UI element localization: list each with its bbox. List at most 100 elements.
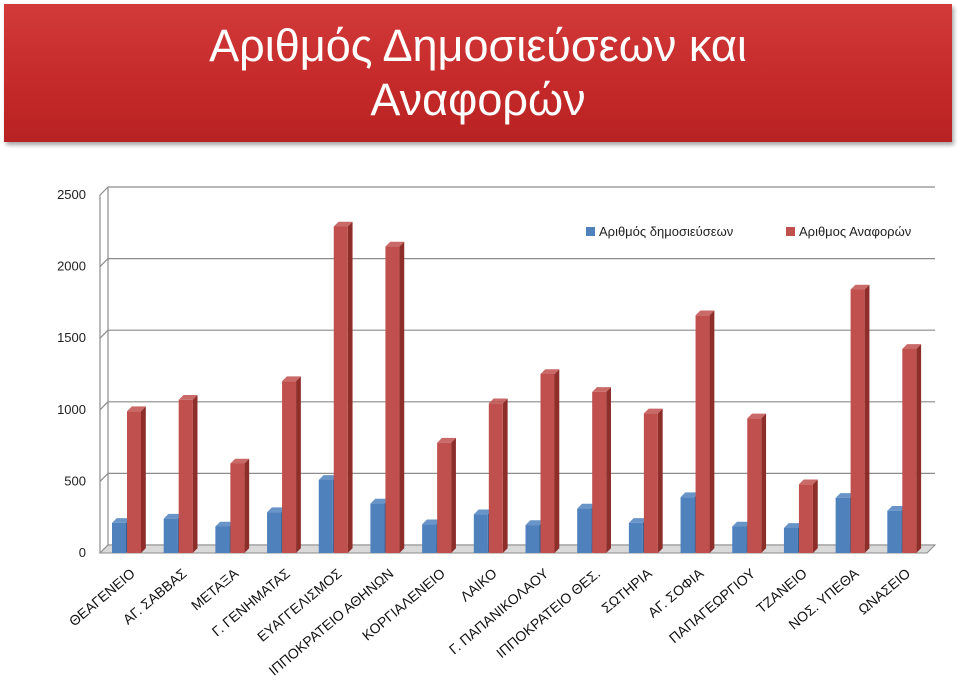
bars	[112, 221, 922, 554]
bar-citations-front	[747, 418, 762, 553]
bar-publications-front	[318, 479, 333, 553]
bar-citations-side	[554, 369, 560, 553]
bar-citations	[385, 241, 405, 553]
bar-citations-side	[761, 413, 767, 553]
legend-swatch	[786, 227, 795, 236]
y-tick-label: 1000	[57, 402, 86, 417]
bar-citations	[902, 344, 922, 553]
bar-citations-side	[399, 241, 405, 553]
bar-publications-front	[267, 512, 282, 553]
bar-publications-front	[783, 527, 798, 553]
bar-citations-side	[192, 394, 198, 553]
bar-citations-front	[643, 413, 658, 553]
bar-citations-side	[141, 406, 146, 553]
bar-citations	[695, 310, 715, 553]
bar-citations-front	[592, 391, 607, 553]
legend-swatch	[586, 227, 595, 236]
legend: Αριθμός δημοσιεύσεων Αριθμος Αναφορών	[586, 224, 911, 239]
bar-citations-side	[812, 479, 818, 553]
bar-citations	[127, 406, 146, 553]
bar-publications-top	[422, 519, 441, 525]
bar-citations	[178, 394, 198, 553]
bar-publications-front	[732, 526, 747, 553]
bar-citations-top	[178, 394, 198, 400]
bar-citations-side	[451, 437, 456, 553]
bar-citations	[282, 376, 301, 553]
bar-publications-front	[112, 522, 126, 553]
bar-citations-side	[502, 398, 508, 553]
bar-citations	[540, 369, 560, 553]
bar-publications-top	[783, 523, 803, 528]
bar-citations-top	[437, 437, 456, 443]
bar-citations-side	[244, 458, 250, 553]
bar-publications-top	[215, 521, 235, 527]
bar-citations	[643, 408, 663, 553]
bar-citations	[850, 284, 870, 553]
bar-citations	[747, 413, 767, 553]
legend-label: Αριθμος Αναφορών	[799, 224, 911, 239]
bar-citations-front	[850, 289, 865, 553]
bar-citations-side	[709, 310, 715, 553]
bar-citations-top	[127, 406, 146, 412]
bar-publications-front	[680, 497, 695, 553]
y-tick-label: 0	[79, 545, 86, 560]
bar-citations-top	[333, 221, 353, 227]
bar-citations-front	[798, 484, 813, 553]
y-tick-label: 2500	[57, 187, 86, 202]
bar-citations-top	[488, 398, 508, 404]
axes: 0 500 1000 1500 2000 2500	[57, 187, 937, 560]
y-tick-label: 2000	[57, 259, 86, 274]
gridline-side	[99, 186, 109, 196]
bar-citations-front	[282, 381, 297, 553]
bar-publications-top	[628, 518, 648, 523]
bar-citations-top	[902, 344, 922, 349]
y-tick-label: 500	[64, 473, 86, 488]
bar-citations-front	[488, 403, 503, 553]
bar-citations-top	[282, 376, 301, 382]
gridline-side	[99, 329, 109, 339]
bar-citations-front	[333, 226, 348, 553]
bar-citations-front	[178, 399, 193, 553]
bar-citations-top	[643, 408, 663, 414]
bar-publications-front	[887, 510, 902, 553]
bar-publications-top	[370, 498, 390, 504]
bar-publications-top	[732, 521, 752, 527]
bar-citations-side	[347, 221, 353, 554]
bar-publications-front	[215, 526, 230, 553]
bar-citations-top	[592, 387, 611, 392]
bar-publications-top	[525, 520, 545, 526]
bar-citations-side	[864, 284, 870, 553]
bar-citations-top	[695, 310, 715, 316]
bar-publications-front	[835, 497, 850, 553]
bar-citations	[488, 398, 508, 553]
bar-publications-front	[163, 518, 178, 553]
bar-citations	[230, 458, 250, 553]
gridline-side	[99, 258, 109, 268]
bar-publications-top	[163, 513, 183, 519]
bar-citations-front	[127, 411, 141, 553]
bar-publications-top	[680, 492, 700, 498]
bar-citations-front	[540, 374, 555, 553]
x-tick-label: ΠΑΠΑΓΕΩΡΓΙΟΥ	[666, 565, 759, 647]
bar-citations	[798, 479, 818, 553]
y-tick-label: 1500	[57, 330, 86, 345]
bar-publications-top	[835, 493, 855, 498]
bar-publications-front	[525, 525, 540, 553]
bar-citations-top	[540, 369, 560, 374]
gridline-side	[99, 401, 109, 411]
bar-citations-side	[916, 344, 922, 553]
bar-citations-top	[798, 479, 818, 485]
bar-citations	[437, 437, 456, 553]
bar-publications-front	[577, 508, 592, 553]
bar-citations	[592, 387, 611, 553]
bar-publications-top	[318, 475, 338, 480]
legend-label: Αριθμός δημοσιεύσεων	[599, 224, 733, 239]
gridline-side	[99, 472, 109, 482]
bar-citations-top	[230, 458, 250, 464]
bar-citations	[333, 221, 353, 554]
bar-citations-front	[230, 463, 245, 553]
bar-citations-front	[902, 348, 917, 553]
bar-citations-top	[385, 241, 405, 247]
bar-publications-front	[422, 524, 437, 553]
